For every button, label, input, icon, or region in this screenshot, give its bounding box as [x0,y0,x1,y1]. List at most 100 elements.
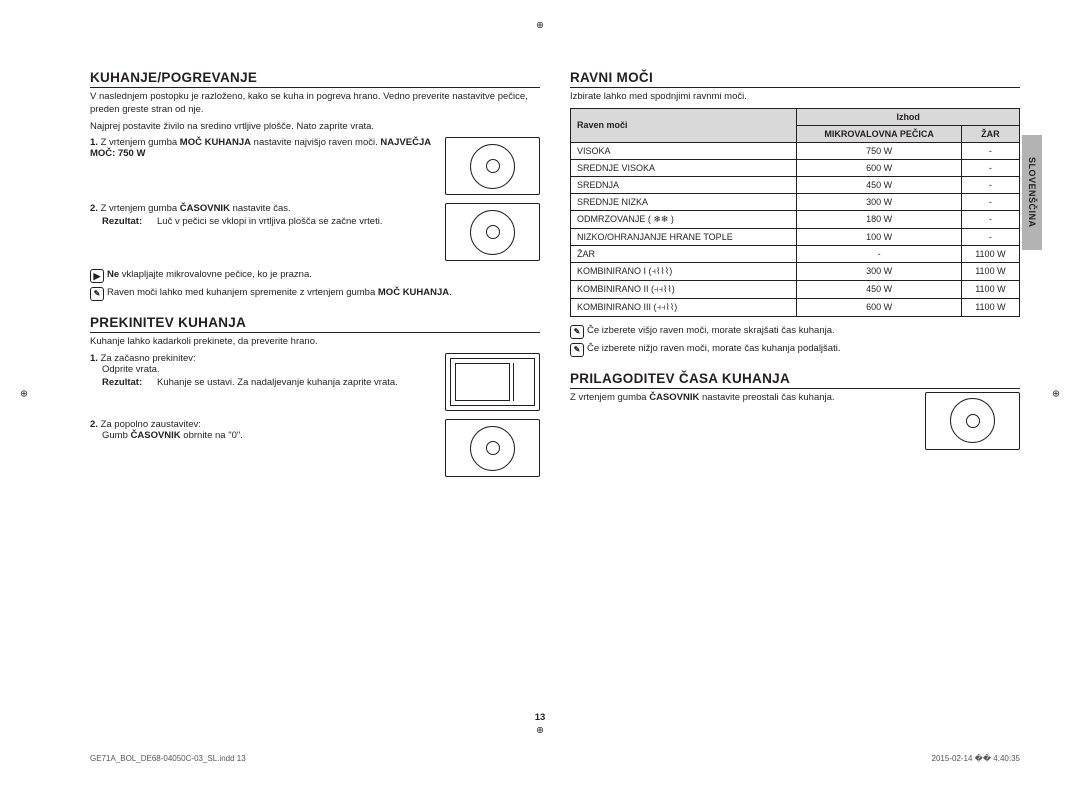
step2-res-val: Luč v pečici se vklopi in vrtljiva plošč… [157,216,435,227]
language-tab-label: SLOVENŠČINA [1027,157,1037,228]
footer: GE71A_BOL_DE68-04050C-03_SL.indd 13 2015… [90,754,1020,763]
note-icon: ✎ [90,287,104,301]
crop-top: ⊕ [536,20,544,31]
content-columns: KUHANJE/POGREVANJE V naslednjem postopku… [90,70,1020,485]
interrupt-step-1: 1. Za začasno prekinitev: Odprite vrata.… [90,353,540,413]
step1-t2: MOČ KUHANJA [180,137,251,148]
cell-micro: 300 W [797,262,961,280]
cell-micro: 450 W [797,176,961,193]
i2-t3: ČASOVNIK [131,430,181,441]
table-row: SREDNJE VISOKA600 W- [571,159,1020,176]
cell-level: KOMBINIRANO I (⫞⌇⌇⌇) [571,262,797,280]
cell-level: SREDNJE VISOKA [571,159,797,176]
step1-t3: nastavite najvišjo raven moči. [251,137,380,148]
cell-micro: 600 W [797,159,961,176]
power-note-2: ✎ Če izberete nižjo raven moči, morate č… [570,343,1020,357]
step2-t1: Z vrtenjem gumba [98,203,180,214]
time-t3: nastavite preostali čas kuhanja. [699,392,834,403]
step2-t2: ČASOVNIK [180,203,230,214]
note-icon: ✎ [570,343,584,357]
table-row: VISOKA750 W- [571,142,1020,159]
cell-micro: - [797,245,961,262]
cell-micro: 100 W [797,228,961,245]
warning-icon: ▶ [90,269,104,283]
step1-num: 1. [90,137,98,148]
cell-grill: 1100 W [961,262,1019,280]
i2-t4: obrnite na "0". [181,430,243,441]
i1-t1: Za začasno prekinitev: [98,353,196,364]
time-step: Z vrtenjem gumba ČASOVNIK nastavite preo… [570,392,1020,452]
cooking-intro: V naslednjem postopku je razloženo, kako… [90,91,540,117]
i1-t2: Odprite vrata. [102,364,435,375]
th-grill: ŽAR [961,125,1019,142]
cook-step-2: 2. Z vrtenjem gumba ČASOVNIK nastavite č… [90,203,540,263]
table-row: SREDNJE NIZKA300 W- [571,193,1020,210]
cell-level: ODMRZOVANJE ( ❄❄ ) [571,210,797,228]
cell-grill: - [961,193,1019,210]
cell-grill: 1100 W [961,298,1019,316]
step1-t1: Z vrtenjem gumba [98,137,180,148]
dial-illustration-3 [445,419,540,477]
cell-level: NIZKO/OHRANJANJE HRANE TOPLE [571,228,797,245]
note-power: ✎ Raven moči lahko med kuhanjem spremeni… [90,287,540,301]
power-note-1: ✎ Če izberete višjo raven moči, morate s… [570,325,1020,339]
cell-micro: 300 W [797,193,961,210]
cell-micro: 600 W [797,298,961,316]
crop-right: ⊕ [1052,389,1060,400]
step2-num: 2. [90,203,98,214]
right-column: RAVNI MOČI Izbirate lahko med spodnjimi … [570,70,1020,485]
page-number: 13 [535,712,546,723]
th-level: Raven moči [571,108,797,142]
cell-level: KOMBINIRANO II (⫞⫞⌇⌇) [571,280,797,298]
th-micro: MIKROVALOVNA PEČICA [797,125,961,142]
time-t1: Z vrtenjem gumba [570,392,649,403]
cell-grill: - [961,228,1019,245]
cell-grill: - [961,142,1019,159]
warn-t: vklapljajte mikrovalovne pečice, ko je p… [119,269,312,280]
note-c: . [449,287,452,298]
footer-date: 2015-02-14 �� 4:40:35 [932,754,1020,763]
table-row: KOMBINIRANO III (⫞⫞⌇⌇)600 W1100 W [571,298,1020,316]
dial-illustration-2 [445,203,540,261]
i1-res-val: Kuhanje se ustavi. Za nadaljevanje kuhan… [157,377,435,388]
dial-illustration-1 [445,137,540,195]
step2-res-lbl: Rezultat: [102,216,157,227]
table-row: ODMRZOVANJE ( ❄❄ )180 W- [571,210,1020,228]
th-output: Izhod [797,108,1020,125]
cell-micro: 750 W [797,142,961,159]
cell-grill: - [961,159,1019,176]
i1-res-lbl: Rezultat: [102,377,157,388]
warn-b: Ne [107,269,119,280]
dial-illustration-4 [925,392,1020,450]
i2-t1: Za popolno zaustavitev: [98,419,201,430]
power-table: Raven moči Izhod MIKROVALOVNA PEČICA ŽAR… [570,108,1020,317]
cell-level: SREDNJA [571,176,797,193]
pn1: Če izberete višjo raven moči, morate skr… [587,325,1020,336]
crop-bottom: ⊕ [536,725,544,736]
interrupt-step-2: 2. Za popolno zaustavitev: Gumb ČASOVNIK… [90,419,540,479]
cell-level: SREDNJE NIZKA [571,193,797,210]
table-row: SREDNJA450 W- [571,176,1020,193]
table-row: KOMBINIRANO II (⫞⫞⌇⌇)450 W1100 W [571,280,1020,298]
cell-level: ŽAR [571,245,797,262]
cell-level: KOMBINIRANO III (⫞⫞⌇⌇) [571,298,797,316]
language-tab: SLOVENŠČINA [1022,135,1042,250]
cell-grill: - [961,210,1019,228]
table-row: NIZKO/OHRANJANJE HRANE TOPLE100 W- [571,228,1020,245]
i2-t2: Gumb [102,430,131,441]
microwave-illustration [445,353,540,411]
cell-micro: 180 W [797,210,961,228]
warning-empty: ▶ Ne vklapljajte mikrovalovne pečice, ko… [90,269,540,283]
heading-cooking: KUHANJE/POGREVANJE [90,70,540,88]
footer-file: GE71A_BOL_DE68-04050C-03_SL.indd 13 [90,754,246,763]
cooking-prep: Najprej postavite živilo na sredino vrtl… [90,121,540,134]
interrupt-intro: Kuhanje lahko kadarkoli prekinete, da pr… [90,336,540,349]
heading-power: RAVNI MOČI [570,70,1020,88]
cell-micro: 450 W [797,280,961,298]
time-t2: ČASOVNIK [649,392,699,403]
cell-grill: 1100 W [961,280,1019,298]
table-row: ŽAR-1100 W [571,245,1020,262]
pn2: Če izberete nižjo raven moči, morate čas… [587,343,1020,354]
cell-grill: - [961,176,1019,193]
cell-grill: 1100 W [961,245,1019,262]
